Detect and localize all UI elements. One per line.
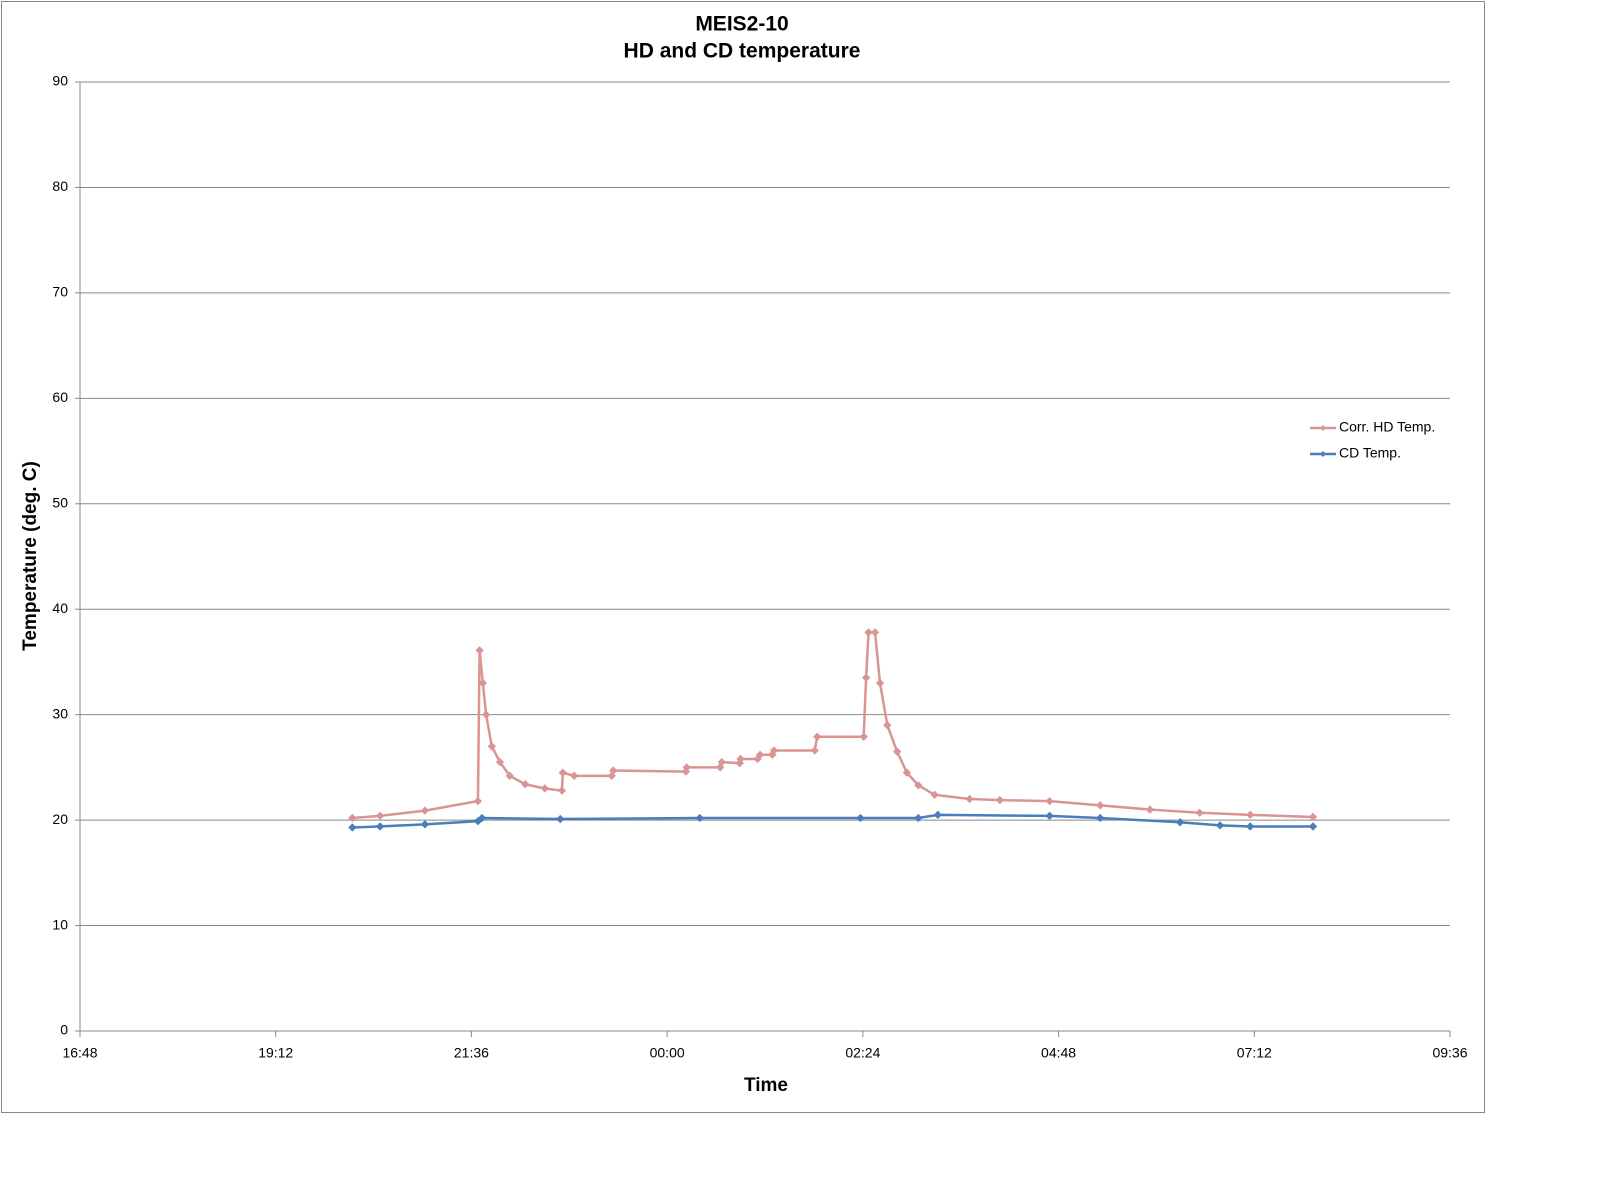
- x-tick-label: 00:00: [650, 1045, 685, 1061]
- y-tick-label: 60: [52, 389, 68, 405]
- y-tick-label: 80: [52, 178, 68, 194]
- y-tick-label: 10: [52, 916, 68, 932]
- legend-label: Corr. HD Temp.: [1339, 419, 1435, 435]
- series-line: [348, 628, 1318, 823]
- x-tick-label: 07:12: [1237, 1045, 1272, 1061]
- y-tick-label: 50: [52, 494, 68, 510]
- x-tick-label: 16:48: [62, 1045, 97, 1061]
- chart-title: MEIS2-10: [695, 13, 788, 36]
- y-axis-label: Temperature (deg. C): [20, 461, 41, 651]
- y-tick-label: 70: [52, 284, 68, 300]
- chart-subtitle: HD and CD temperature: [624, 40, 861, 63]
- x-tick-label: 21:36: [454, 1045, 489, 1061]
- legend-marker: [1320, 425, 1326, 431]
- x-tick-label: 19:12: [258, 1045, 293, 1061]
- legend-marker: [1320, 451, 1326, 457]
- y-tick-label: 40: [52, 600, 68, 616]
- series-line: [348, 810, 1318, 832]
- x-axis-label: Time: [744, 1075, 788, 1096]
- x-tick-label: 09:36: [1432, 1045, 1467, 1061]
- x-tick-label: 04:48: [1041, 1045, 1076, 1061]
- x-tick-label: 02:24: [845, 1045, 880, 1061]
- legend-label: CD Temp.: [1339, 445, 1401, 461]
- y-tick-label: 0: [60, 1022, 68, 1038]
- y-tick-label: 90: [52, 73, 68, 89]
- chart-frame: [1, 1, 1485, 1113]
- y-tick-label: 20: [52, 811, 68, 827]
- y-tick-label: 30: [52, 705, 68, 721]
